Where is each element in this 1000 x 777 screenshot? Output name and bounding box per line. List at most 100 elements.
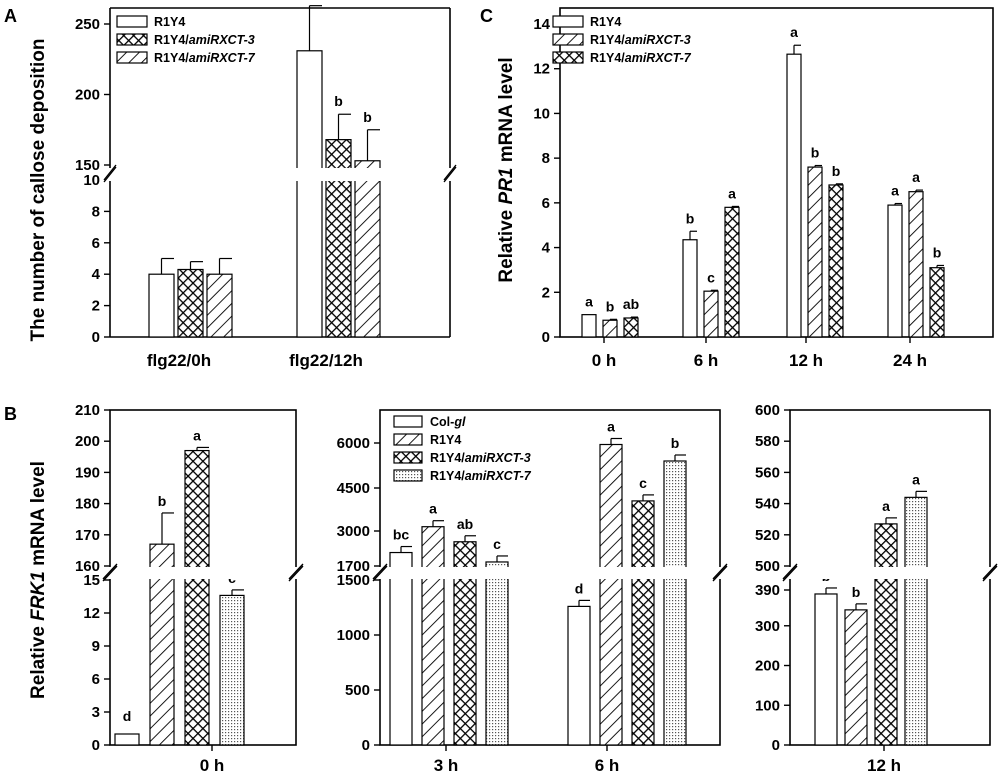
panel-c-significance-letter: b [933,244,942,260]
panel-a-y-tick-label: 6 [92,235,100,252]
panel-label-b: B [4,404,17,424]
legend-label: R1Y4 [154,15,185,29]
panel-b-y-tick-label: 210 [75,402,100,419]
panel-b-bar [631,500,655,746]
panel-c-significance-letter: b [832,163,841,179]
panel-c-bar [786,53,802,338]
panel-b-bar [663,460,687,746]
panel-b-y-tick-label: 3 [92,704,100,721]
panel-a-y-tick-label: 150 [75,157,100,174]
panel-b-axis-break-mark [982,563,998,580]
panel-b-bar [421,526,445,746]
panel-a-bar [148,273,175,338]
panel-b-y-tick-label: 0 [772,737,780,754]
legend-label: R1Y4 [430,433,461,447]
panel-b-y-tick-label: 6 [92,671,100,688]
panel-a-y-axis-title: The number of callose deposition [28,39,49,342]
panel-b-axis-break-mark [782,565,798,582]
panel-c-x-tick-label: 12 h [789,351,823,370]
legend-label: R1Y4/amiRXCT-3 [154,33,255,47]
legend-label: Col-gl [430,415,466,429]
legend-label: R1Y4/amiRXCT-3 [590,33,691,47]
panel-b-significance-letter: d [123,708,132,724]
panel-c-significance-letter: a [728,185,736,201]
panel-b-axis-break-mark [712,563,728,580]
panel-c-plot-frame [559,7,994,338]
panel-b-axis-break-gap [102,567,304,579]
legend-swatch-r1y4 [393,433,423,446]
panel-label-c: C [480,6,493,26]
panel-b-significance-letter: a [429,501,437,517]
panel-b-axis-break-mark [288,563,304,580]
panel-b-significance-letter: b [158,493,167,509]
panel-b-y-tick-label: 1500 [337,572,370,589]
panel-a-axis-break-mark [103,166,117,183]
panel-c-bar [623,317,639,338]
panel-b-bar [389,551,413,746]
panel-a-significance-letter: b [334,93,343,109]
legend-swatch-amirxct-3 [393,451,423,464]
panel-c-bar [908,191,924,338]
legend-swatch-amirxct-7 [393,469,423,482]
panel-b-y-tick-label: 1700 [337,558,370,575]
panel-b-y-tick-label: 15 [83,572,100,589]
panel-b-y-tick-label: 0 [362,737,370,754]
panel-b-axis-break-mark [372,565,388,582]
panel-b-significance-letter: bc [393,527,410,543]
panel-a-x-tick-label: flg22/12h [289,351,363,370]
panel-c-y-tick-label: 4 [542,240,551,257]
panel-c-y-tick-label: 10 [533,105,550,122]
panel-b-significance-letter: a [912,471,920,487]
panel-c-legend: R1Y4 R1Y4/amiRXCT-3 R1Y4/amiRXCT-7 [552,15,692,65]
panel-c-significance-letter: a [891,183,899,199]
panel-b-bar [184,449,210,746]
panel-c-significance-letter: c [707,269,715,285]
panel-b-axis-break-mark [982,565,998,582]
panel-b-y-tick-label: 560 [755,464,780,481]
panel-b-y-tick-label: 160 [75,558,100,575]
panel-b-bar [874,523,898,746]
panel-c-x-tick-label: 24 h [893,351,927,370]
panel-b-x-tick-label: 0 h [200,756,225,775]
panel-b-y-tick-label: 500 [755,558,780,575]
legend-swatch-r1y4 [552,15,584,28]
panel-c-significance-letter: b [606,298,615,314]
panel-b-y-tick-label: 190 [75,464,100,481]
panel-b-y-tick-label: 300 [755,618,780,635]
panel-c-bar [602,319,618,338]
panel-a-x-tick-label: flg22/0h [147,351,211,370]
panel-a-bar [296,50,323,338]
panel-a-y-tick-label: 0 [92,329,100,346]
panel-c-significance-letter: b [811,145,820,161]
panel-b-significance-letter: b [671,435,680,451]
panel-b-y-tick-label: 12 [83,605,100,622]
panel-a-bar [177,268,204,338]
panel-c-x-tick-label: 0 h [592,351,617,370]
legend-label: R1Y4 [590,15,621,29]
legend-swatch-amirxct-7 [552,51,584,64]
panel-a-y-tick-label: 200 [75,87,100,104]
panel-b-significance-letter: a [882,498,890,514]
legend-label: R1Y4/amiRXCT-7 [154,51,256,65]
panel-c-y-tick-label: 12 [533,61,550,78]
panel-b-bar [599,443,623,746]
panel-b-y-tick-label: 9 [92,638,100,655]
panel-b-y-tick-label: 100 [755,697,780,714]
panel-c-y-tick-label: 6 [542,195,550,212]
panel-a-y-tick-label: 8 [92,203,100,220]
panel-b-x-tick-label: 6 h [595,756,620,775]
panel-b-significance-letter: a [607,419,615,435]
panel-b-y-tick-label: 500 [345,682,370,699]
panel-b-y-tick-label: 540 [755,496,780,513]
panel-b-x-tick-label: 12 h [867,756,901,775]
legend-label: R1Y4/amiRXCT-3 [430,451,531,465]
panel-b-bar [219,594,245,746]
panel-b-bar [904,496,928,746]
panel-c-significance-letter: b [686,210,695,226]
panel-b-axis-break-gap [782,567,998,579]
panel-b-legend: Col-gl R1Y4 R1Y4/amiRXCT-3 R1Y4/amiRXCT-… [393,415,532,483]
panel-c-significance-letter: a [790,24,798,40]
panel-c-significance-letter: ab [623,296,639,312]
